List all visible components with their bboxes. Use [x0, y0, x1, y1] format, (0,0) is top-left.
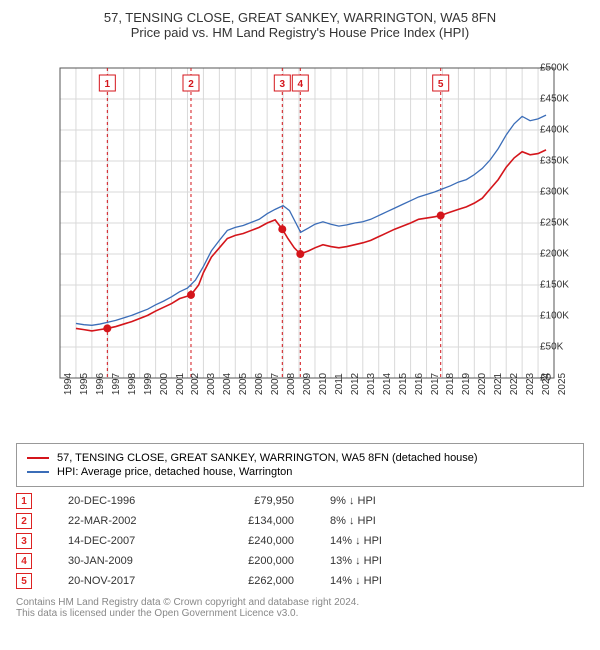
x-tick-label: 1996	[95, 373, 106, 395]
x-tick-label: 1994	[63, 373, 74, 395]
sales-row: 3 14-DEC-2007 £240,000 14% ↓ HPI	[16, 533, 584, 549]
x-tick-label: 2009	[302, 373, 313, 395]
sale-pct: 14% ↓ HPI	[330, 535, 420, 547]
x-tick-label: 2013	[366, 373, 377, 395]
x-tick-label: 2012	[350, 373, 361, 395]
sale-marker-box: 5	[16, 573, 32, 589]
line-chart: 1 2 3 4 5	[10, 48, 570, 428]
legend-row: HPI: Average price, detached house, Warr…	[27, 466, 573, 478]
x-tick-label: 2006	[254, 373, 265, 395]
sales-row: 2 22-MAR-2002 £134,000 8% ↓ HPI	[16, 513, 584, 529]
legend-label: 57, TENSING CLOSE, GREAT SANKEY, WARRING…	[57, 452, 478, 464]
x-tick-label: 2000	[159, 373, 170, 395]
svg-text:2: 2	[188, 79, 194, 90]
footer: Contains HM Land Registry data © Crown c…	[16, 597, 584, 619]
x-tick-label: 2008	[286, 373, 297, 395]
sale-date: 22-MAR-2002	[68, 515, 178, 527]
x-tick-label: 2005	[238, 373, 249, 395]
legend-swatch	[27, 457, 49, 459]
footer-line-2: This data is licensed under the Open Gov…	[16, 608, 584, 619]
x-tick-label: 2015	[398, 373, 409, 395]
footer-line-1: Contains HM Land Registry data © Crown c…	[16, 597, 584, 608]
sale-pct: 9% ↓ HPI	[330, 495, 420, 507]
x-tick-label: 2010	[318, 373, 329, 395]
x-tick-label: 2021	[493, 373, 504, 395]
sale-price: £200,000	[214, 555, 294, 567]
x-tick-label: 2003	[206, 373, 217, 395]
sale-marker-box: 1	[16, 493, 32, 509]
x-tick-label: 2014	[382, 373, 393, 395]
x-tick-label: 2004	[222, 373, 233, 395]
x-tick-label: 2024	[541, 373, 552, 395]
sale-date: 14-DEC-2007	[68, 535, 178, 547]
title-line-1: 57, TENSING CLOSE, GREAT SANKEY, WARRING…	[10, 10, 590, 25]
x-tick-label: 2022	[509, 373, 520, 395]
sale-date: 30-JAN-2009	[68, 555, 178, 567]
y-tick-label: £300K	[540, 187, 586, 198]
svg-text:4: 4	[298, 79, 304, 90]
x-tick-label: 1998	[127, 373, 138, 395]
legend-swatch	[27, 471, 49, 473]
y-tick-label: £250K	[540, 218, 586, 229]
sale-price: £262,000	[214, 575, 294, 587]
x-tick-label: 2018	[445, 373, 456, 395]
y-tick-label: £450K	[540, 94, 586, 105]
sales-table: 1 20-DEC-1996 £79,950 9% ↓ HPI 2 22-MAR-2002 £…	[16, 493, 584, 589]
sale-marker-box: 2	[16, 513, 32, 529]
legend: 57, TENSING CLOSE, GREAT SANKEY, WARRING…	[16, 443, 584, 487]
x-tick-label: 2019	[461, 373, 472, 395]
sale-pct: 14% ↓ HPI	[330, 575, 420, 587]
x-tick-label: 2020	[477, 373, 488, 395]
x-tick-label: 1999	[143, 373, 154, 395]
sales-row: 5 20-NOV-2017 £262,000 14% ↓ HPI	[16, 573, 584, 589]
x-tick-label: 1995	[79, 373, 90, 395]
sale-date: 20-DEC-1996	[68, 495, 178, 507]
y-tick-label: £500K	[540, 63, 586, 74]
y-tick-label: £350K	[540, 156, 586, 167]
sale-marker-box: 3	[16, 533, 32, 549]
x-tick-label: 2007	[270, 373, 281, 395]
svg-text:5: 5	[438, 79, 444, 90]
x-tick-label: 2001	[175, 373, 186, 395]
sale-price: £79,950	[214, 495, 294, 507]
x-tick-label: 2002	[190, 373, 201, 395]
sales-row: 1 20-DEC-1996 £79,950 9% ↓ HPI	[16, 493, 584, 509]
y-tick-label: £400K	[540, 125, 586, 136]
sale-price: £134,000	[214, 515, 294, 527]
sale-marker-box: 4	[16, 553, 32, 569]
title-line-2: Price paid vs. HM Land Registry's House …	[10, 25, 590, 40]
y-tick-label: £100K	[540, 311, 586, 322]
x-tick-label: 2025	[557, 373, 568, 395]
x-tick-label: 2016	[414, 373, 425, 395]
x-tick-label: 2017	[430, 373, 441, 395]
x-tick-label: 2023	[525, 373, 536, 395]
sale-pct: 8% ↓ HPI	[330, 515, 420, 527]
sales-row: 4 30-JAN-2009 £200,000 13% ↓ HPI	[16, 553, 584, 569]
y-tick-label: £50K	[540, 342, 586, 353]
chart-container: 12345 £0£50K£100K£150K£200K£250K£300K£35…	[10, 48, 590, 433]
svg-text:3: 3	[280, 79, 286, 90]
svg-text:1: 1	[105, 79, 111, 90]
legend-label: HPI: Average price, detached house, Warr…	[57, 466, 292, 478]
y-tick-label: £200K	[540, 249, 586, 260]
sale-date: 20-NOV-2017	[68, 575, 178, 587]
legend-row: 57, TENSING CLOSE, GREAT SANKEY, WARRING…	[27, 452, 573, 464]
sale-pct: 13% ↓ HPI	[330, 555, 420, 567]
sale-price: £240,000	[214, 535, 294, 547]
x-tick-label: 2011	[334, 373, 345, 395]
x-tick-label: 1997	[111, 373, 122, 395]
y-tick-label: £150K	[540, 280, 586, 291]
